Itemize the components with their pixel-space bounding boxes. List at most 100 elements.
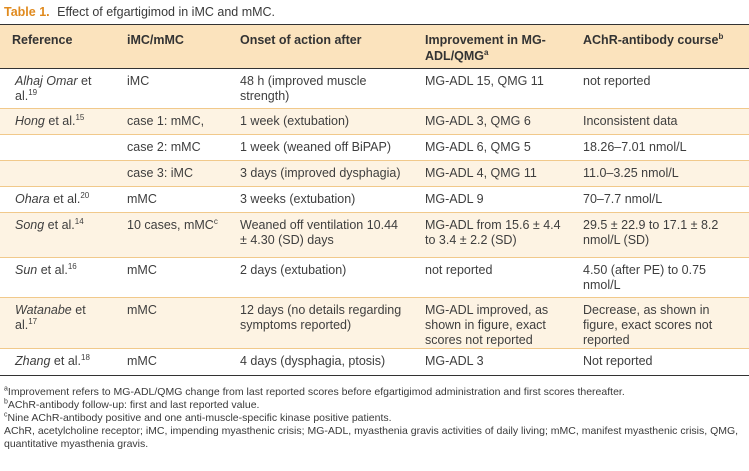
- header-achr-label: AChR-antibody course: [583, 33, 719, 47]
- cell-reference: [0, 135, 115, 161]
- reference-etal: et al.: [15, 74, 92, 103]
- reference-number: 15: [75, 112, 85, 122]
- table-row: Watanabe et al.17 mMC 12 days (no details …: [0, 297, 749, 349]
- table-row: Zhang et al.18 mMC 4 days (dysphagia, ptos…: [0, 349, 749, 376]
- cell-onset: 12 days (no details regarding symptoms r…: [228, 297, 413, 349]
- cell-reference: Zhang et al.18: [0, 349, 115, 376]
- cell-type: case 2: mMC: [115, 135, 228, 161]
- reference-number: 17: [28, 316, 38, 326]
- cell-achr: not reported: [583, 74, 651, 88]
- cell-type: mMC: [115, 297, 228, 349]
- cell-onset: 4 days (dysphagia, ptosis): [240, 354, 386, 368]
- footnote-text: Improvement refers to MG-ADL/QMG change …: [7, 386, 625, 398]
- footnote-text: AChR, acetylcholine receptor; iMC, impen…: [4, 425, 739, 450]
- type-value: mMC: [127, 192, 157, 206]
- reference-number: 20: [80, 190, 90, 200]
- cell-onset: 1 week (weaned off BiPAP): [240, 140, 392, 154]
- header-achr: AChR-antibody courseb: [571, 25, 749, 69]
- cell-type: case 3: iMC: [115, 160, 228, 187]
- cell-onset: 48 h (improved muscle strength): [240, 74, 367, 103]
- cell-reference: Watanabe et al.17: [0, 297, 115, 349]
- cell-improvement: MG-ADL from 15.6 ± 4.4 to 3.4 ± 2.2 (SD): [413, 212, 571, 258]
- cell-type: iMC: [115, 69, 228, 109]
- reference-author: Hong: [15, 114, 45, 128]
- table-title: Effect of efgartigimod in iMC and mMC.: [57, 5, 276, 19]
- cell-onset: 2 days (extubation): [240, 263, 347, 277]
- reference-author: Zhang: [15, 354, 51, 368]
- cell-reference: Hong et al.15: [0, 108, 115, 135]
- reference-number: 14: [74, 216, 84, 226]
- cell-improvement: MG-ADL 6, QMG 5: [425, 140, 531, 154]
- table-footnotes: aImprovement refers to MG-ADL/QMG change…: [0, 376, 749, 451]
- cell-achr: Decrease, as shown in figure, exact scor…: [571, 297, 749, 349]
- footnote-mark: b: [4, 398, 8, 406]
- cell-reference: Sun et al.16: [0, 258, 115, 298]
- table-row: Song et al.14 10 cases, mMCc Weaned off ve…: [0, 212, 749, 258]
- type-value: case 2: mMC: [127, 140, 201, 154]
- footnote: cNine AChR-antibody positive and one ant…: [4, 412, 743, 425]
- footnote: aImprovement refers to MG-ADL/QMG change…: [4, 386, 743, 399]
- footnote-mark: a: [4, 385, 8, 393]
- table-row: Ohara et al.20 mMC 3 weeks (extubation) MG-…: [0, 187, 749, 213]
- header-improvement: Improvement in MG-ADL/QMGa: [413, 25, 571, 69]
- cell-reference: [0, 160, 115, 187]
- efgartigimod-table: Reference iMC/mMC Onset of action after …: [0, 24, 749, 376]
- header-achr-footnote-mark: b: [718, 31, 724, 41]
- type-footnote-mark: c: [213, 216, 218, 226]
- cell-onset: 3 weeks (extubation): [240, 192, 356, 206]
- cell-type: mMC: [115, 258, 228, 298]
- cell-achr: 29.5 ± 22.9 to 17.1 ± 8.2 nmol/L (SD): [571, 212, 749, 258]
- type-value: mMC: [127, 263, 157, 277]
- header-onset: Onset of action after: [240, 33, 362, 47]
- cell-improvement: MG-ADL 9: [425, 192, 484, 206]
- cell-type: mMC: [115, 349, 228, 376]
- reference-number: 18: [81, 352, 90, 362]
- reference-author: Alhaj Omar: [15, 74, 78, 88]
- type-value: 10 cases, mMC: [127, 218, 214, 232]
- cell-achr: 4.50 (after PE) to 0.75 nmol/L: [583, 263, 706, 292]
- table-caption: Table 1. Effect of efgartigimod in iMC a…: [0, 0, 749, 24]
- cell-type: 10 cases, mMCc: [115, 212, 228, 258]
- header-type: iMC/mMC: [127, 33, 184, 47]
- footnote: bAChR-antibody follow-up: first and last…: [4, 399, 743, 412]
- reference-author: Ohara: [15, 192, 50, 206]
- footnote-text: Nine AChR-antibody positive and one anti…: [7, 412, 392, 424]
- type-value: case 3: iMC: [127, 166, 193, 180]
- cell-improvement: MG-ADL 4, QMG 11: [413, 160, 571, 187]
- cell-onset: Weaned off ventilation 10.44 ± 4.30 (SD)…: [228, 212, 413, 258]
- cell-onset: 1 week (extubation): [228, 108, 413, 135]
- cell-achr: 18.26–7.01 nmol/L: [583, 140, 687, 154]
- header-improvement-footnote-mark: a: [484, 47, 489, 57]
- reference-author: Watanabe: [15, 303, 72, 317]
- reference-number: 19: [28, 87, 38, 97]
- reference-author: Song: [15, 218, 45, 232]
- reference-etal: et al.: [50, 354, 82, 368]
- cell-achr: 70–7.7 nmol/L: [583, 192, 663, 206]
- reference-author: Sun: [15, 263, 38, 277]
- cell-improvement: MG-ADL 3, QMG 6: [413, 108, 571, 135]
- cell-reference: Song et al.14: [0, 212, 115, 258]
- footnote: AChR, acetylcholine receptor; iMC, impen…: [4, 425, 743, 451]
- table-row: case 3: iMC 3 days (improved dysphagia) MG…: [0, 160, 749, 187]
- table-row: case 2: mMC 1 week (weaned off BiPAP) MG-A…: [0, 135, 749, 161]
- cell-improvement: MG-ADL improved, as shown in figure, exa…: [413, 297, 571, 349]
- header-reference: Reference: [12, 33, 73, 47]
- type-value: mMC: [127, 354, 157, 368]
- cell-achr: Not reported: [583, 354, 653, 368]
- cell-improvement: MG-ADL 15, QMG 11: [425, 74, 544, 88]
- reference-etal: et al.: [37, 263, 68, 277]
- footnote-text: AChR-antibody follow-up: first and last …: [7, 399, 260, 411]
- cell-reference: Alhaj Omar et al.19: [0, 69, 115, 109]
- reference-etal: et al.: [15, 303, 86, 332]
- cell-onset: 3 days (improved dysphagia): [228, 160, 413, 187]
- header-improvement-label: Improvement in MG-ADL/QMG: [425, 33, 546, 63]
- cell-reference: Ohara et al.20: [0, 187, 115, 213]
- type-value: case 1: mMC,: [127, 114, 205, 128]
- reference-etal: et al.: [44, 218, 75, 232]
- cell-improvement: MG-ADL 3: [425, 354, 484, 368]
- type-value: mMC: [127, 303, 157, 317]
- reference-etal: et al.: [44, 114, 76, 128]
- footnote-mark: c: [4, 411, 8, 419]
- cell-achr: Inconsistent data: [571, 108, 749, 135]
- cell-improvement: not reported: [425, 263, 493, 277]
